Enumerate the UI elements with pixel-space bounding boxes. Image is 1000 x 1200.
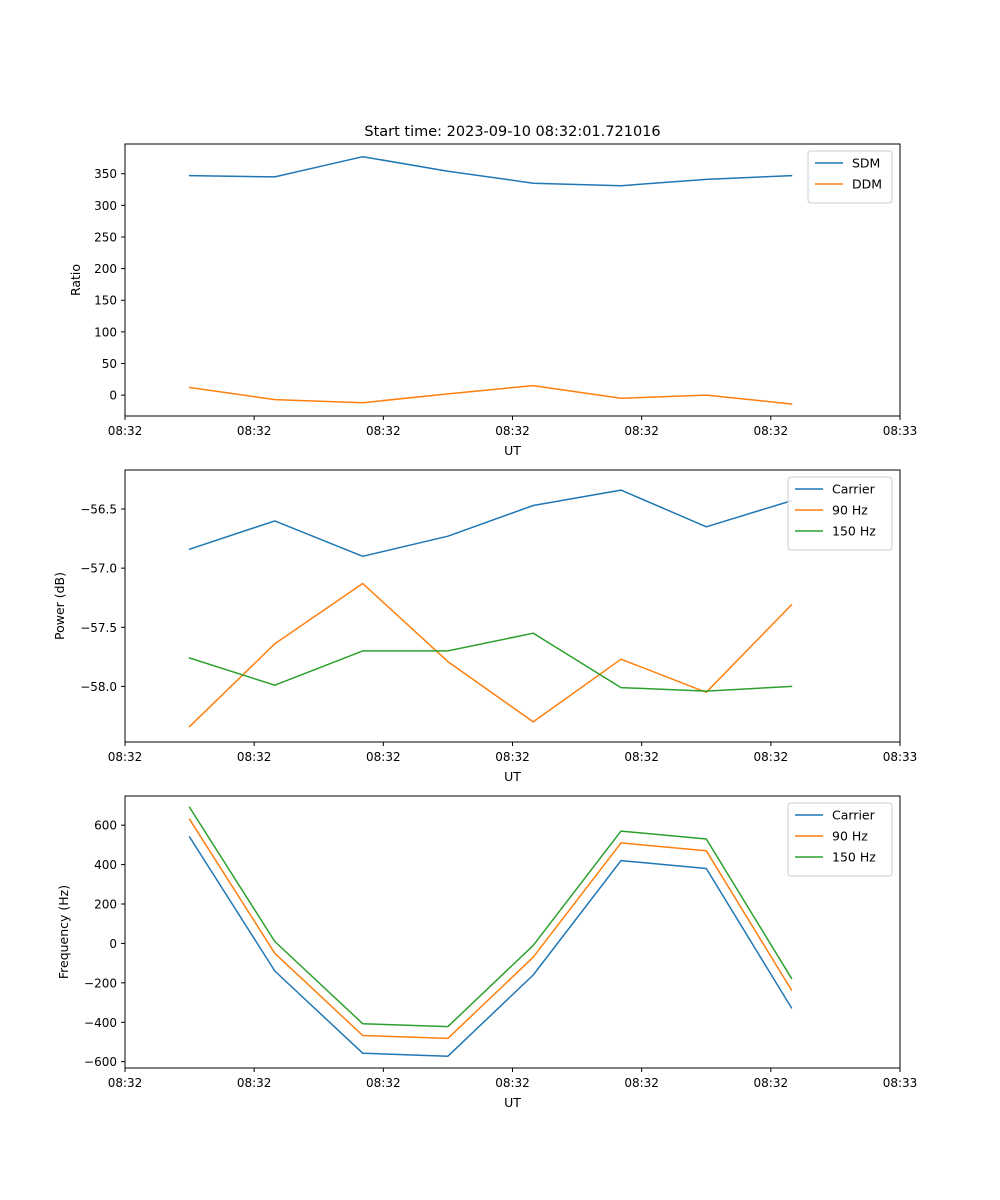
y-tick-label: −400 — [84, 1016, 117, 1030]
x-tick-label: 08:32 — [237, 750, 272, 764]
series-line-150-hz — [188, 632, 793, 692]
y-tick-label: −58.0 — [80, 680, 117, 694]
y-tick-label: 250 — [94, 230, 117, 244]
y-tick-label: 400 — [94, 858, 117, 872]
x-tick-label: 08:32 — [237, 1076, 272, 1090]
y-tick-label: 50 — [102, 357, 117, 371]
y-axis-label: Ratio — [68, 264, 83, 296]
legend-label-150-hz: 150 Hz — [832, 850, 876, 865]
legend-label-carrier: Carrier — [832, 808, 876, 823]
x-tick-label: 08:33 — [883, 424, 918, 438]
y-tick-label: −56.5 — [80, 503, 117, 517]
axes-frame — [124, 795, 901, 1069]
series-line-90-hz — [188, 818, 793, 1040]
figure-title: Start time: 2023-09-10 08:32:01.721016 — [364, 124, 660, 140]
x-tick-label: 08:32 — [754, 424, 789, 438]
y-tick-label: −57.0 — [80, 562, 117, 576]
x-tick-label: 08:32 — [366, 750, 401, 764]
x-tick-label: 08:32 — [624, 1076, 659, 1090]
legend-label-150-hz: 150 Hz — [832, 524, 876, 539]
x-tick-label: 08:32 — [366, 424, 401, 438]
legend-label-sdm: SDM — [852, 156, 880, 171]
x-tick-label: 08:32 — [366, 1076, 401, 1090]
x-tick-label: 08:32 — [754, 750, 789, 764]
x-tick-label: 08:32 — [495, 1076, 530, 1090]
x-tick-label: 08:33 — [883, 750, 918, 764]
x-tick-label: 08:32 — [108, 1076, 143, 1090]
y-axis-label: Power (dB) — [52, 572, 67, 640]
legend: SDM DDM — [807, 150, 893, 204]
x-tick-label: 08:32 — [237, 424, 272, 438]
y-tick-label: −57.5 — [80, 621, 117, 635]
legend-label-90-hz: 90 Hz — [832, 829, 868, 844]
series-line-ddm — [188, 384, 793, 405]
series-line-90-hz — [188, 582, 793, 728]
series-line-carrier — [188, 835, 793, 1057]
y-tick-label: 100 — [94, 325, 117, 339]
ratio-panel: 08:32 08:32 08:32 08:32 08:32 08:32 08:33 0 50 10… — [68, 143, 918, 458]
axes-frame — [124, 143, 901, 417]
series-line-sdm — [188, 155, 793, 187]
x-tick-label: 08:32 — [754, 1076, 789, 1090]
x-tick-label: 08:33 — [883, 1076, 918, 1090]
legend: Carrier 90 Hz 150 Hz — [787, 802, 893, 877]
x-tick-label: 08:32 — [624, 424, 659, 438]
legend-label-90-hz: 90 Hz — [832, 503, 868, 518]
y-tick-label: 600 — [94, 819, 117, 833]
legend-label-ddm: DDM — [852, 177, 882, 192]
x-axis-label: UT — [504, 1095, 521, 1110]
y-tick-label: 200 — [94, 898, 117, 912]
legend-box — [807, 150, 893, 204]
y-tick-label: 350 — [94, 167, 117, 181]
y-tick-label: 150 — [94, 294, 117, 308]
x-tick-label: 08:32 — [108, 424, 143, 438]
y-tick-label: −200 — [84, 976, 117, 990]
x-tick-label: 08:32 — [495, 424, 530, 438]
x-axis-label: UT — [504, 769, 521, 784]
y-tick-label: 200 — [94, 262, 117, 276]
power-panel: 08:32 08:32 08:32 08:32 08:32 08:32 08:33 −58.0… — [52, 469, 918, 784]
y-tick-label: 0 — [109, 389, 117, 403]
series-line-150-hz — [188, 806, 793, 1028]
x-tick-label: 08:32 — [495, 750, 530, 764]
legend-label-carrier: Carrier — [832, 482, 876, 497]
frequency-panel: 08:32 08:32 08:32 08:32 08:32 08:32 08:33 −600 −… — [56, 795, 918, 1110]
y-tick-label: 300 — [94, 199, 117, 213]
y-tick-label: 0 — [109, 937, 117, 951]
x-axis-label: UT — [504, 443, 521, 458]
x-tick-label: 08:32 — [624, 750, 659, 764]
series-line-carrier — [188, 489, 793, 558]
x-tick-label: 08:32 — [108, 750, 143, 764]
y-tick-label: −600 — [84, 1055, 117, 1069]
legend: Carrier 90 Hz 150 Hz — [787, 476, 893, 551]
y-axis-label: Frequency (Hz) — [56, 885, 71, 979]
axes-frame — [124, 469, 901, 743]
